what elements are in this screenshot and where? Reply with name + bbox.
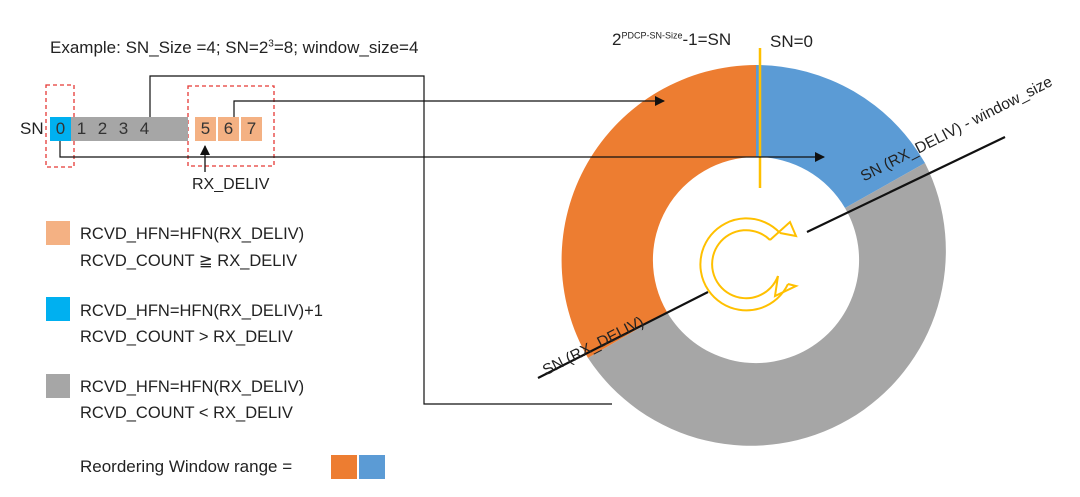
- legend-2-line2: RCVD_COUNT > RX_DELIV: [80, 328, 293, 346]
- sn-cell-2: 2: [92, 117, 113, 141]
- sn-cell-3: 3: [113, 117, 134, 141]
- sn-cell-7: 7: [241, 117, 262, 141]
- dashed-box-sn0: [45, 84, 75, 168]
- sn-cell-5-gap: [155, 117, 176, 141]
- ring-sector-blue: [756, 65, 925, 208]
- sn-zero-label: SN=0: [770, 32, 813, 51]
- reorder-swatch-blue: [359, 455, 385, 479]
- sn-row-label: SN: [20, 119, 44, 138]
- rotation-arrow-icon: [699, 217, 799, 312]
- legend-3-line2: RCVD_COUNT < RX_DELIV: [80, 404, 293, 422]
- rxdeliv-boundary-line: [537, 291, 709, 379]
- ring-sector-gray: [588, 163, 946, 446]
- legend-swatch-light-orange: [46, 221, 70, 245]
- legend-3-line1: RCVD_HFN=HFN(RX_DELIV): [80, 378, 305, 396]
- sn-row-gap: [176, 117, 188, 141]
- legend-2-line1: RCVD_HFN=HFN(RX_DELIV)+1: [80, 302, 323, 320]
- sn-cell-1: 1: [71, 117, 92, 141]
- example-caption: Example: SN_Size =4; SN=23=8; window_siz…: [50, 38, 419, 57]
- legend-1-line1: RCVD_HFN=HFN(RX_DELIV): [80, 225, 305, 243]
- reorder-swatch-orange: [331, 455, 357, 479]
- rxdeliv-marker-label: RX_DELIV: [192, 176, 270, 193]
- legend-swatch-gray: [46, 374, 70, 398]
- connector-sn6: [233, 96, 665, 117]
- connector-sn3: [149, 75, 612, 405]
- reordering-window-label: Reordering Window range =: [80, 457, 293, 476]
- sn-cell-6: 6: [218, 117, 239, 141]
- legend-swatch-cyan: [46, 297, 70, 321]
- sn-max-formula: 2PDCP-SN-Size-1=SN: [612, 30, 732, 49]
- sn-cell-5: 5: [195, 117, 216, 141]
- legend-1-line2: RCVD_COUNT ≧ RX_DELIV: [80, 252, 298, 270]
- dashed-box-window: [187, 85, 275, 167]
- sn-cell-4: 4: [134, 117, 155, 141]
- sn-cell-0: 0: [50, 117, 71, 141]
- window-boundary-line: [806, 136, 1006, 233]
- connector-sn0: [59, 141, 825, 162]
- ring-sector-orange: [561, 65, 756, 358]
